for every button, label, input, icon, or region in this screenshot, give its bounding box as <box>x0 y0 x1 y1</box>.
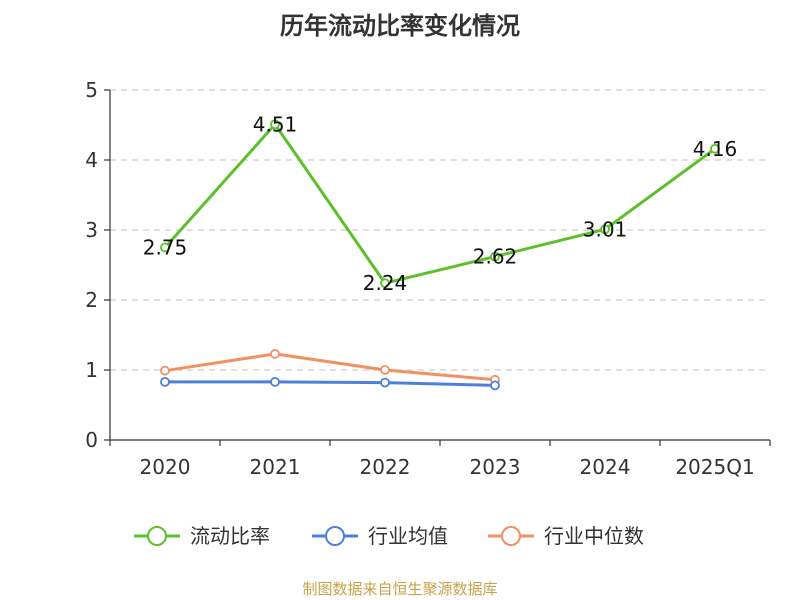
data-label: 4.51 <box>253 112 298 136</box>
chart-title: 历年流动比率变化情况 <box>280 12 520 40</box>
data-label: 4.16 <box>693 137 738 161</box>
data-point <box>490 380 500 391</box>
series-line <box>165 380 496 387</box>
legend-marker-icon <box>501 526 521 546</box>
data-point <box>380 278 390 289</box>
y-tick-label: 4 <box>85 148 98 172</box>
data-point <box>160 376 170 387</box>
series-line <box>163 122 716 285</box>
data-point <box>270 376 280 387</box>
data-point <box>490 251 500 262</box>
legend-item[interactable]: 行业均值 <box>312 524 448 548</box>
x-tick-label: 2025Q1 <box>675 455 754 479</box>
grid-lines <box>110 89 770 371</box>
data-point <box>270 348 280 359</box>
data-point <box>160 365 170 376</box>
legend-marker-icon <box>325 526 345 546</box>
series-group <box>160 119 720 391</box>
x-tick-label: 2021 <box>250 455 301 479</box>
x-tick-label: 2023 <box>470 455 521 479</box>
x-tick-label: 2024 <box>580 455 631 479</box>
data-point <box>160 242 170 253</box>
axes: 0 1 2 3 4 5 2020 2021 2022 2023 2024 2025Q1 <box>85 78 771 479</box>
data-point <box>600 224 610 235</box>
y-tick-label: 2 <box>85 288 98 312</box>
legend-item[interactable]: 流动比率 <box>134 524 270 548</box>
legend-marker-icon <box>147 526 167 546</box>
data-label: 2.62 <box>473 245 518 269</box>
data-point <box>270 119 280 130</box>
source-note: 制图数据来自恒生聚源数据库 <box>302 580 497 598</box>
series-line <box>164 352 496 382</box>
data-labels: 2.75 4.51 2.24 2.62 3.01 4.16 <box>143 112 738 295</box>
data-point <box>710 143 720 154</box>
legend-label: 行业中位数 <box>544 524 644 548</box>
y-tick-label: 0 <box>85 428 98 452</box>
legend-label: 流动比率 <box>190 524 270 548</box>
legend-label: 行业均值 <box>368 524 448 548</box>
data-label: 2.24 <box>363 271 408 295</box>
y-tick-label: 3 <box>85 218 98 242</box>
data-point <box>380 377 390 388</box>
data-label: 2.75 <box>143 236 188 260</box>
x-tick-label: 2022 <box>360 455 411 479</box>
x-tick-label: 2020 <box>140 455 191 479</box>
y-tick-label: 5 <box>85 78 98 102</box>
data-point <box>380 365 390 375</box>
legend: 流动比率 行业均值 行业中位数 <box>134 524 644 548</box>
y-tick-label: 1 <box>85 358 98 382</box>
data-label: 3.01 <box>583 217 628 241</box>
legend-item[interactable]: 行业中位数 <box>488 524 644 548</box>
